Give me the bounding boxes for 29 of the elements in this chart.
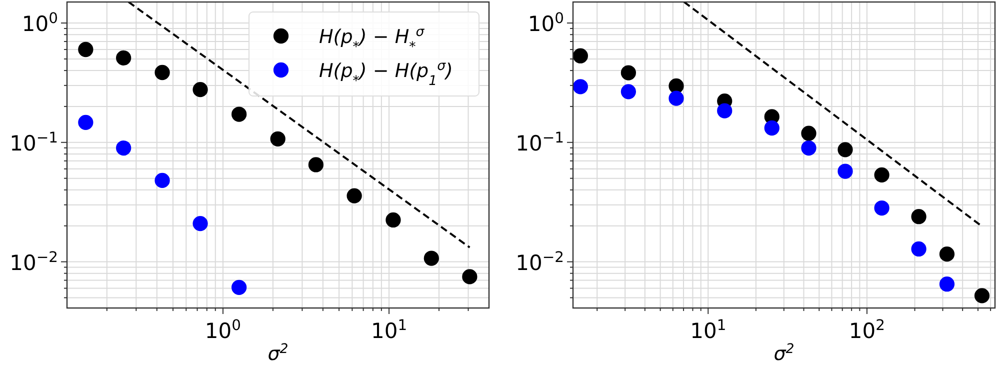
point xyxy=(231,106,247,122)
y-tick-label: 10$^{−2}$ xyxy=(10,248,58,275)
point xyxy=(270,131,286,146)
y-tick-label: 10$^{−2}$ xyxy=(516,248,564,275)
point xyxy=(116,140,132,156)
x-tick-label: 10$^{0}$ xyxy=(204,316,242,343)
y-tick-label: 10$^{−1}$ xyxy=(10,128,58,156)
y-tick-label: 10$^{−1}$ xyxy=(516,128,564,156)
y-tick-label: 10$^{0}$ xyxy=(22,10,58,36)
point xyxy=(346,188,362,204)
point xyxy=(308,157,324,172)
legend-label: H(p$_{*}$) − H(p$_{1}$$^{σ}$) xyxy=(319,58,453,88)
point xyxy=(424,250,439,266)
x-tick-label: 10$^{1}$ xyxy=(370,316,408,343)
point xyxy=(154,172,170,188)
point xyxy=(78,42,94,58)
point xyxy=(386,212,401,228)
x-tick-label: 10$^{2}$ xyxy=(848,316,886,343)
x-axis-title: σ$^{2}$ xyxy=(774,342,794,365)
point xyxy=(154,64,170,80)
x-axis-title: σ$^{2}$ xyxy=(268,342,288,365)
point xyxy=(462,269,478,284)
point xyxy=(78,114,94,130)
point xyxy=(231,280,247,295)
point xyxy=(116,50,132,66)
point xyxy=(192,82,208,98)
point xyxy=(192,216,208,232)
y-tick-label: 10$^{0}$ xyxy=(528,10,564,36)
x-tick-label: 10$^{1}$ xyxy=(690,316,726,343)
